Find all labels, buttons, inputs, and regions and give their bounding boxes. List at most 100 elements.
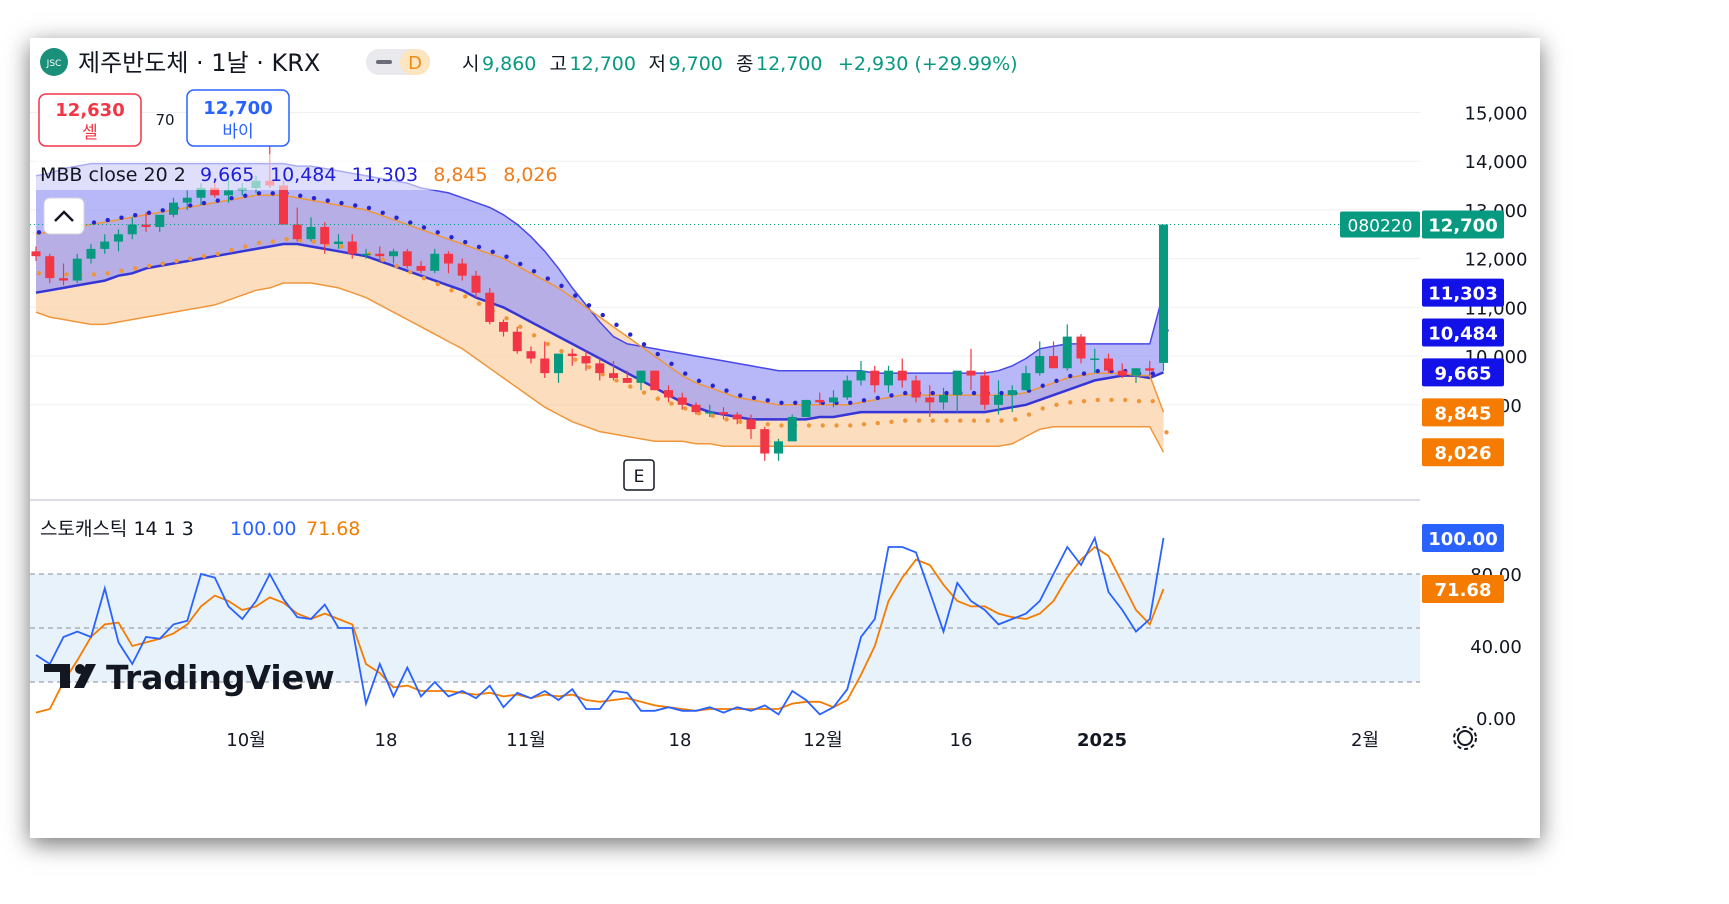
price-chart-svg[interactable]: 15,00014,00013,00012,00011,00010,0009,00… (30, 38, 1540, 838)
mbb-middle-dot (683, 371, 688, 376)
mbb-outer-mid-dot (36, 271, 42, 276)
candlestick-series (30, 141, 1420, 461)
sell-price: 12,630 (55, 100, 124, 121)
candle-body (526, 351, 536, 359)
mbb-middle-dot (614, 322, 619, 328)
buy-button[interactable]: 12,700 바이 (186, 89, 290, 147)
candle-body (1007, 390, 1017, 396)
mbb-outer-mid-dot (861, 422, 867, 427)
mbb-outer-mid-dot (229, 247, 234, 253)
mbb-middle-dot (641, 342, 647, 347)
mbb-legend-name[interactable]: MBB close 20 2 (40, 164, 186, 186)
mbb-outer-mid-dot (188, 256, 193, 261)
mbb-outer-mid-dot (999, 418, 1004, 423)
mbb-middle-dot (1150, 371, 1155, 376)
mbb-outer-mid-dot (91, 272, 97, 277)
candle-body (375, 253, 385, 257)
candle-body (210, 188, 220, 196)
stoch-tag-bg (1422, 524, 1504, 552)
mbb-legend-value: 8,026 (503, 164, 557, 186)
candle-body (1049, 356, 1058, 369)
ohlc-values: 시 9,860 고 12,700 저 9,700 종 12,700 (462, 53, 822, 75)
symbol-header[interactable]: JSC 제주반도체 · 1날 · KRX (40, 48, 320, 77)
mbb-outer-mid-dot (669, 401, 674, 406)
interval-badge[interactable]: D (366, 49, 430, 75)
mbb-outer-mid-dot (875, 420, 880, 426)
mbb-outer-mid-dot (421, 275, 427, 281)
mbb-outer-mid-dot (174, 258, 179, 264)
candle-body (1035, 356, 1045, 374)
mbb-outer-mid-dot (1013, 417, 1018, 422)
interval-label: D (408, 53, 422, 74)
mbb-outer-mid-dot (531, 333, 537, 338)
symbol-title[interactable]: 제주반도체 · 1날 · KRX (78, 49, 320, 77)
candle-body (196, 188, 206, 198)
mbb-legend-value: 11,303 (352, 164, 418, 186)
candle-body (554, 353, 563, 374)
mbb-middle-dot (1095, 368, 1100, 374)
mbb-outer-mid-dot (1095, 397, 1100, 403)
candle-body (636, 370, 646, 383)
mbb-middle-dot (531, 269, 537, 274)
mbb-middle-dot (201, 200, 207, 206)
candle-body (677, 397, 687, 405)
mbb-middle-dot (408, 220, 413, 225)
candle-body (499, 321, 508, 332)
candle-body (402, 251, 412, 266)
mbb-middle-dot (903, 390, 908, 396)
mbb-middle-dot (91, 220, 97, 225)
mbb-middle-dot (628, 332, 633, 337)
mbb-middle-dot (476, 244, 482, 250)
time-tick-label: 11월 (506, 730, 545, 751)
candle-body (59, 278, 68, 281)
candle-body (471, 275, 481, 293)
candle-body (320, 226, 330, 245)
candle-body (787, 416, 797, 442)
mbb-middle-dot (793, 400, 798, 405)
price-tag-bg (1422, 438, 1504, 467)
mbb-outer-mid-dot (380, 257, 385, 263)
grid-layer (30, 111, 1540, 683)
mbb-middle-dot (325, 198, 330, 203)
settings-gear-icon[interactable] (1453, 726, 1477, 750)
mbb-outer-mid-dot (724, 417, 729, 422)
mbb-middle-dot (1068, 373, 1073, 379)
candle-body (1131, 368, 1141, 376)
candle-body (966, 370, 976, 376)
candle-body (72, 258, 82, 281)
collapse-button[interactable] (43, 197, 85, 235)
company-logo-icon (40, 48, 68, 76)
mbb-outer-mid-dot (545, 341, 550, 347)
mbb-outer-mid-dot (1026, 412, 1032, 417)
mbb-outer-mid-dot (463, 294, 468, 299)
time-tick-label: 10월 (226, 730, 265, 751)
mbb-middle-dot (504, 254, 509, 259)
mbb-outer-mid-dot (394, 263, 399, 269)
mbb-middle-dot (861, 398, 867, 403)
mbb-middle-dot (518, 261, 523, 267)
mbb-outer-mid-dot (806, 423, 812, 428)
stoch-legend-name[interactable]: 스토캐스틱 14 1 3 (40, 518, 194, 540)
ohlc-label: 고 (550, 53, 567, 75)
mbb-outer-mid-dot (1109, 397, 1114, 403)
outer-lower-line (35, 282, 1165, 453)
earnings-marker[interactable]: E (623, 459, 655, 491)
mbb-middle-dot (669, 361, 674, 367)
stoch-k-value: 100.00 (230, 518, 296, 540)
sell-button[interactable]: 12,630 셀 (38, 93, 142, 147)
candle-body (31, 251, 41, 257)
candle-body (622, 378, 632, 383)
mbb-middle-dot (751, 395, 757, 401)
candle-body (100, 241, 110, 249)
candle-body (444, 253, 453, 264)
time-tick-label: 16 (950, 730, 973, 751)
candle-body (279, 185, 288, 225)
mbb-outer-mid-dot (449, 288, 454, 293)
mbb-outer-mid-dot (105, 271, 110, 276)
mbb-outer-mid-dot (201, 254, 207, 259)
price-tag-text: 8,845 (1435, 403, 1492, 424)
buy-price: 12,700 (203, 98, 272, 119)
mbb-middle-dot (999, 390, 1004, 396)
sell-label: 셀 (82, 123, 98, 143)
svg-text:E: E (634, 467, 645, 487)
